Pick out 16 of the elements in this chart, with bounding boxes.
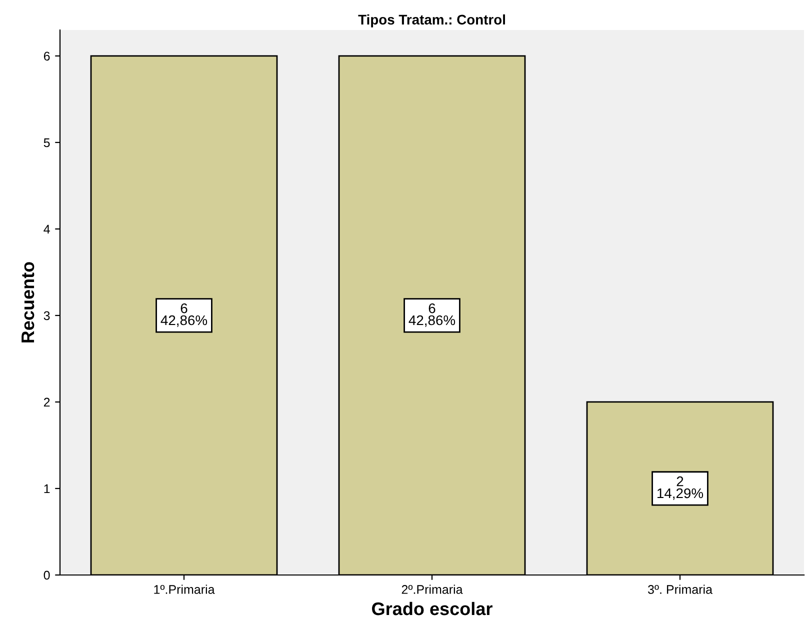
y-tick-label: 5 (44, 138, 50, 148)
y-tick-label: 6 (44, 52, 50, 61)
y-axis-title: Recuento (22, 262, 34, 342)
data-label: 6 42,86% (408, 303, 456, 327)
x-tick-label: 1º.Primaria (154, 584, 215, 594)
x-tick-label: 2º.Primaria (402, 584, 463, 594)
data-label: 6 42,86% (160, 303, 208, 327)
y-tick-label: 1 (44, 484, 50, 494)
y-tick-label: 0 (44, 570, 50, 580)
x-tick-label: 3º. Primaria (648, 584, 712, 594)
chart-title: Tipos Tratam.: Control (358, 14, 505, 28)
x-axis-title: Grado escolar (372, 602, 492, 616)
y-tick-label: 3 (44, 311, 50, 320)
y-tick-label: 4 (44, 224, 50, 234)
data-label: 2 14,29% (658, 476, 704, 500)
y-tick-label: 2 (44, 398, 50, 407)
